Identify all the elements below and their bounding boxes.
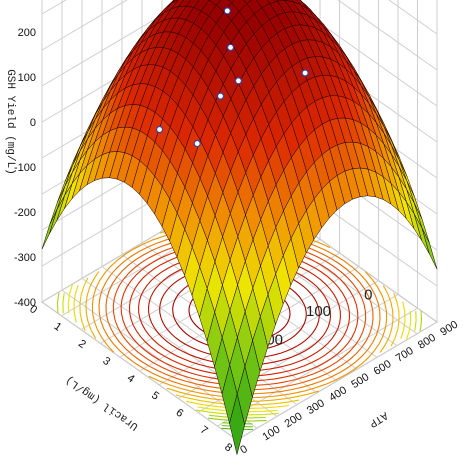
uracil-tick-label: 3	[100, 355, 112, 368]
gridline	[41, 0, 189, 87]
z-tick-label: 200	[18, 27, 36, 39]
z-tick-label: -300	[14, 252, 36, 264]
data-point	[301, 69, 309, 77]
uracil-tick-label: 6	[174, 407, 186, 420]
data-point	[226, 43, 235, 52]
atp-tick-label: 400	[327, 384, 349, 404]
z-tick-label: -200	[14, 207, 36, 219]
atp-tick-label: 800	[416, 332, 438, 352]
data-point	[193, 139, 201, 148]
surface-cell	[229, 393, 245, 455]
uracil-tick-label: 1	[52, 320, 64, 333]
z-tick-label: 100	[18, 72, 36, 84]
data-point	[216, 92, 225, 100]
atp-tick-label: 300	[305, 397, 327, 417]
atp-tick-label: 500	[349, 371, 371, 391]
data-point	[223, 7, 231, 15]
atp-tick-label: 900	[438, 319, 460, 339]
z-axis-title: GSH Yield (mg/L)	[4, 69, 16, 175]
z-tick-label: -100	[14, 162, 36, 174]
surface-cell	[243, 0, 253, 5]
uracil-tick-label: 5	[149, 389, 161, 402]
uracil-tick-label: 0	[27, 303, 39, 316]
gridline	[286, 0, 438, 107]
data-point	[155, 125, 164, 134]
gridline	[41, 0, 128, 51]
z-tick-label: 0	[30, 117, 36, 129]
surface-layer	[41, 0, 438, 455]
gridline	[337, 0, 438, 71]
z-tick-label: -400	[14, 297, 36, 309]
atp-tick-label: 200	[283, 410, 305, 430]
gridline	[388, 0, 438, 35]
atp-tick-label: 0	[238, 443, 250, 456]
uracil-tick-label: 2	[76, 338, 88, 351]
contour-label: 100	[306, 303, 331, 320]
atp-tick-label: 700	[394, 345, 416, 365]
atp-axis-title: ATP	[366, 408, 389, 429]
point-layer	[155, 7, 309, 148]
atp-tick-label: 600	[372, 358, 394, 378]
uracil-tick-label: 4	[125, 372, 137, 385]
contour-label: 0	[364, 286, 372, 303]
data-point	[234, 77, 243, 85]
uracil-tick-label: 7	[198, 424, 210, 437]
uracil-tick-label: 8	[222, 441, 234, 454]
atp-tick-label: 100	[260, 424, 282, 444]
surface-cell	[228, 0, 235, 4]
